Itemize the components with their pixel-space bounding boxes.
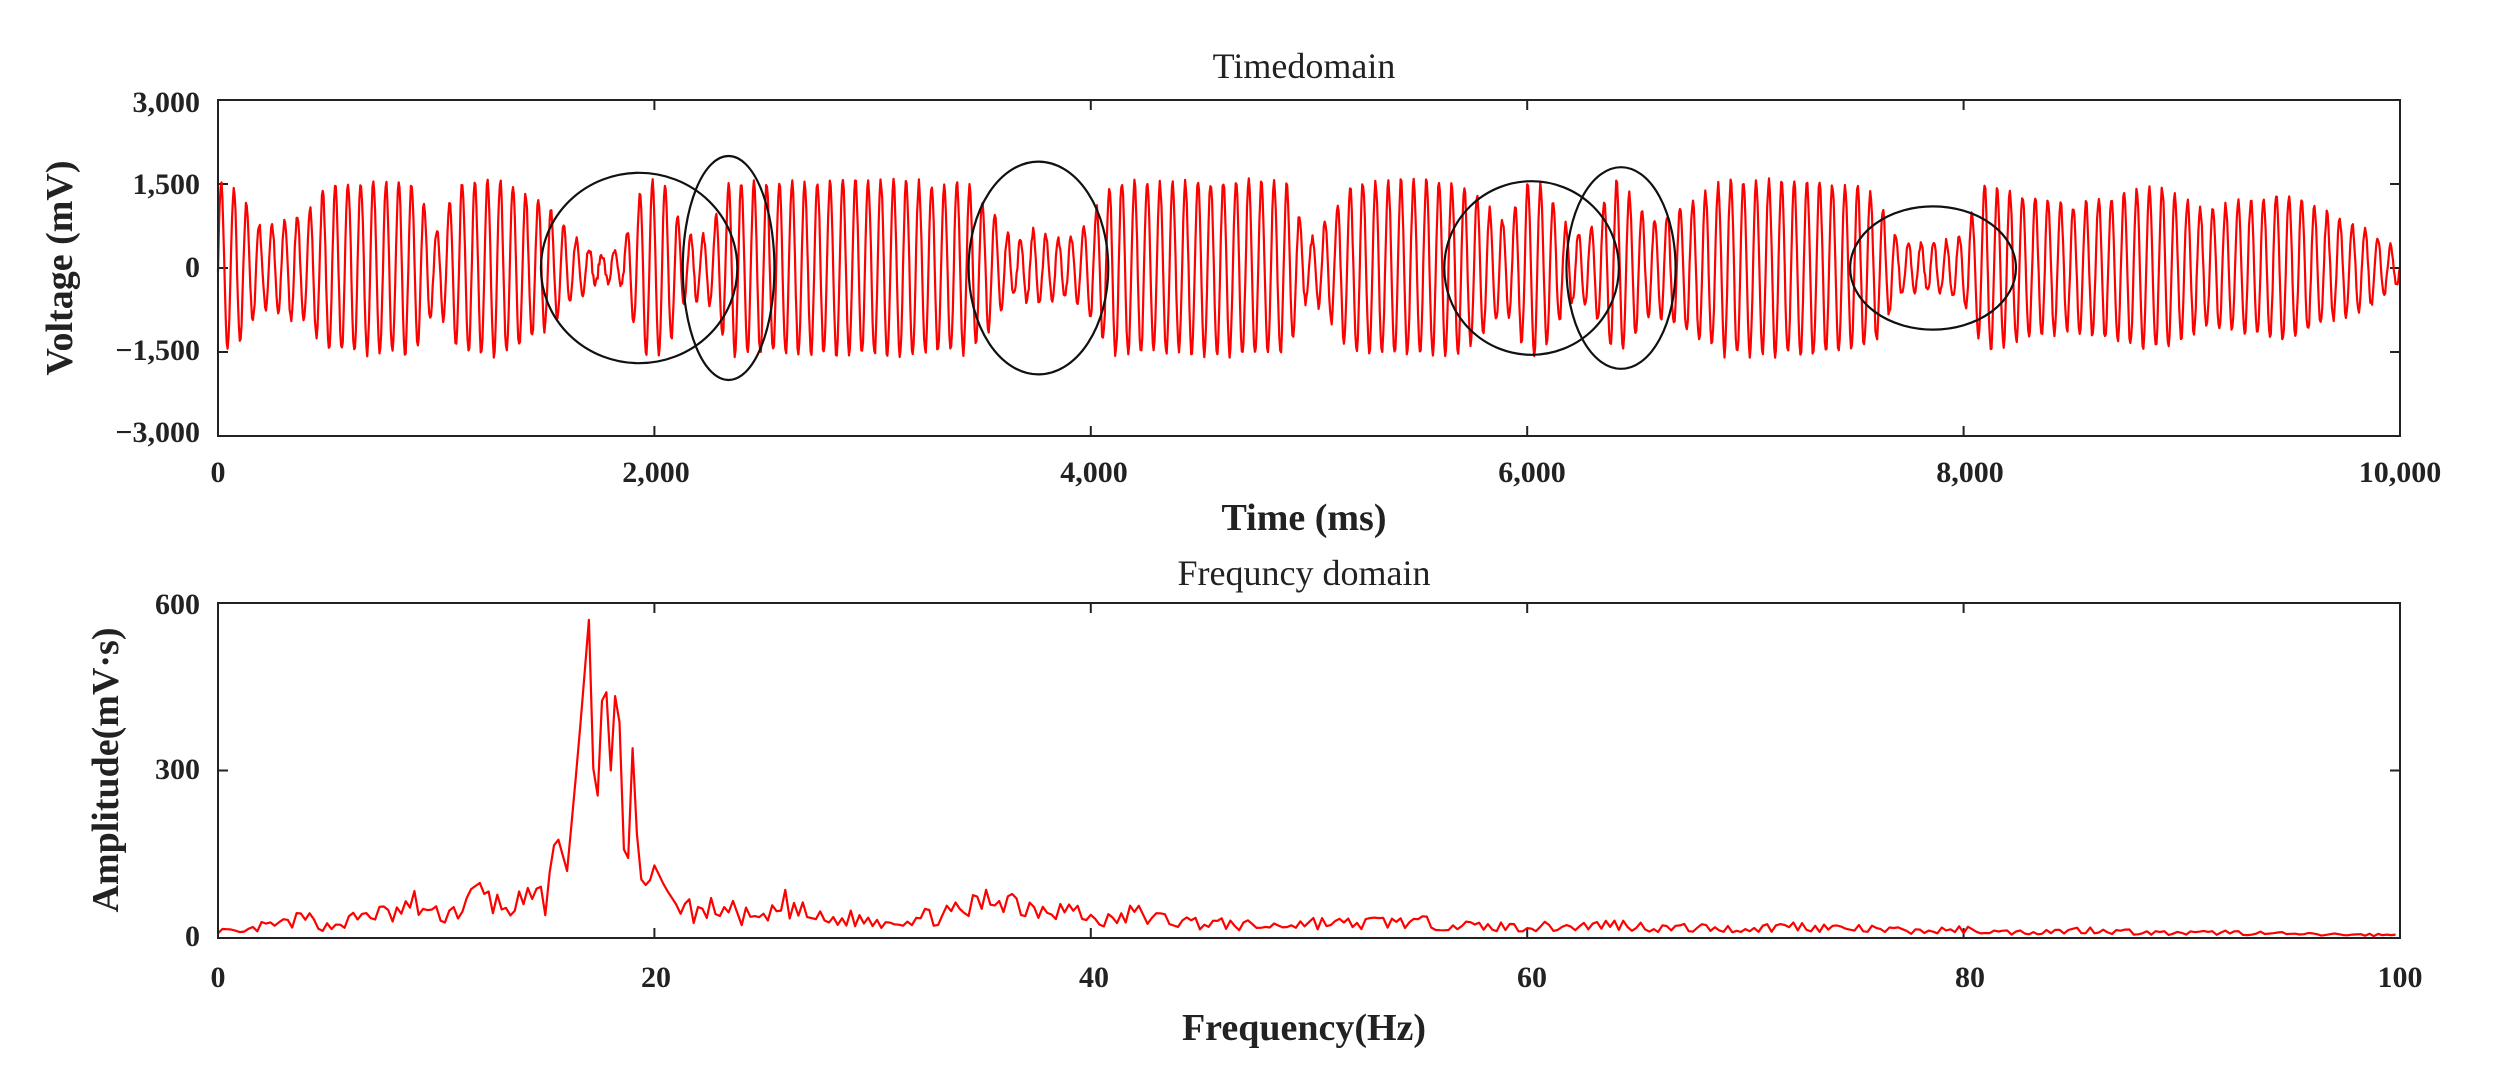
time-y-tick-labels: −3,000 −1,500 0 1,500 3,000: [115, 86, 200, 449]
time-domain-chart: Timedomain 0 2,000 4,000 6,000 8,000 10,…: [39, 46, 2441, 539]
freq-y-tick-label: 0: [185, 920, 200, 953]
freq-chart-title: Frequncy domain: [1178, 553, 1431, 593]
freq-x-tick-label: 60: [1517, 961, 1547, 994]
time-y-tick-label: 1,500: [133, 168, 201, 201]
time-y-tick-label: −1,500: [115, 334, 200, 367]
frequency-domain-chart: Frequncy domain 0 20 40 60 80 100 0 300 …: [85, 553, 2423, 1049]
time-chart-title: Timedomain: [1213, 46, 1396, 86]
time-y-tick-label: −3,000: [115, 416, 200, 449]
freq-x-tick-label: 0: [211, 961, 226, 994]
time-x-tick-labels: 0 2,000 4,000 6,000 8,000 10,000: [211, 456, 2442, 489]
time-y-tick-label: 0: [185, 251, 200, 284]
freq-y-axis-label: Amplitude(mV·s): [85, 628, 127, 913]
freq-x-tick-label: 20: [641, 961, 671, 994]
freq-x-tick-labels: 0 20 40 60 80 100: [211, 961, 2423, 994]
time-voltage-line: [216, 177, 2402, 359]
time-x-tick-label: 4,000: [1060, 456, 1128, 489]
annotation-ellipse: [967, 160, 1110, 376]
annotation-ellipse: [1443, 180, 1620, 356]
freq-x-tick-label: 40: [1079, 961, 1109, 994]
freq-x-tick-label: 100: [2378, 961, 2423, 994]
annotation-ellipse: [539, 171, 739, 365]
time-y-tick-label: 3,000: [133, 86, 201, 119]
time-annotations: [539, 154, 2018, 382]
freq-axis-ticks: [217, 602, 2401, 939]
time-plot-frame: [217, 99, 2401, 437]
annotation-ellipse: [681, 154, 776, 382]
time-x-tick-label: 8,000: [1936, 456, 2004, 489]
time-x-tick-label: 2,000: [622, 456, 690, 489]
freq-y-tick-labels: 0 300 600: [155, 588, 200, 953]
time-y-axis-label: Voltage (mV): [39, 161, 81, 376]
freq-y-tick-label: 300: [155, 753, 200, 786]
time-x-tick-label: 6,000: [1498, 456, 1566, 489]
time-x-axis-label: Time (ms): [1222, 497, 1387, 539]
annotation-ellipse: [1849, 205, 2018, 331]
time-x-tick-label: 0: [211, 456, 226, 489]
freq-y-tick-label: 600: [155, 588, 200, 621]
annotation-ellipse: [1565, 166, 1677, 370]
time-x-tick-label: 10,000: [2359, 456, 2442, 489]
freq-plot-frame: [217, 602, 2401, 939]
freq-x-tick-label: 80: [1955, 961, 1985, 994]
freq-x-axis-label: Frequency(Hz): [1182, 1007, 1426, 1049]
freq-spectrum-line: [217, 618, 2396, 938]
